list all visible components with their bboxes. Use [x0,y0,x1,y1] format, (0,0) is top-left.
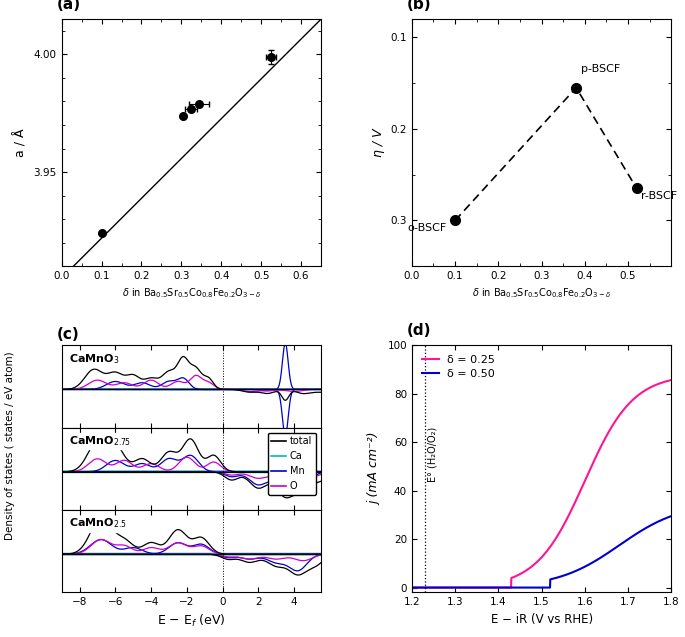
Text: p-BSCF: p-BSCF [580,64,620,74]
Text: CaMnO$_{2.5}$: CaMnO$_{2.5}$ [69,517,127,531]
δ = 0.50 [434,583,443,591]
Text: r-BSCF: r-BSCF [641,191,677,201]
Text: (a): (a) [56,0,81,12]
δ = 0.25 [434,583,443,591]
Line: δ = 0.25: δ = 0.25 [412,380,671,587]
Line: δ = 0.50: δ = 0.50 [412,516,671,587]
δ = 0.25 [667,376,675,384]
δ = 0.25 [586,466,594,473]
δ = 0.50 [408,583,416,591]
Y-axis label: j (mA cm⁻²): j (mA cm⁻²) [369,433,382,505]
Y-axis label: a / Å: a / Å [14,128,28,157]
Text: (b): (b) [407,0,432,12]
δ = 0.25 [408,583,416,591]
X-axis label: E $-$ E$_f$ (eV): E $-$ E$_f$ (eV) [157,613,225,629]
X-axis label: $\delta$ in Ba$_{0.5}$Sr$_{0.5}$Co$_{0.8}$Fe$_{0.2}$O$_{3-\delta}$: $\delta$ in Ba$_{0.5}$Sr$_{0.5}$Co$_{0.8… [472,287,611,301]
Text: CaMnO$_3$: CaMnO$_3$ [69,352,120,366]
X-axis label: E − iR (V vs RHE): E − iR (V vs RHE) [490,613,593,626]
δ = 0.50 [667,512,675,520]
δ = 0.25 [614,412,623,420]
Text: o-BSCF: o-BSCF [407,224,447,233]
δ = 0.50 [512,583,521,591]
Text: (d): (d) [407,324,431,338]
δ = 0.25 [610,419,619,427]
δ = 0.25 [522,567,530,575]
Legend: total, Ca, Mn, O: total, Ca, Mn, O [268,433,316,495]
Legend: δ = 0.25, δ = 0.50: δ = 0.25, δ = 0.50 [417,351,500,383]
δ = 0.50 [610,545,619,552]
Text: (c): (c) [56,327,79,341]
δ = 0.25 [512,572,521,580]
δ = 0.50 [522,583,530,591]
X-axis label: $\delta$ in Ba$_{0.5}$Sr$_{0.5}$Co$_{0.8}$Fe$_{0.2}$O$_{3-\delta}$: $\delta$ in Ba$_{0.5}$Sr$_{0.5}$Co$_{0.8… [122,287,261,301]
Text: Density of states ( states / eV atom): Density of states ( states / eV atom) [5,352,15,540]
Text: E° (H₂O/O₂): E° (H₂O/O₂) [427,427,437,482]
Y-axis label: η / V: η / V [372,128,385,157]
δ = 0.50 [586,560,594,568]
δ = 0.50 [614,541,623,549]
Text: CaMnO$_{2.75}$: CaMnO$_{2.75}$ [69,434,132,448]
